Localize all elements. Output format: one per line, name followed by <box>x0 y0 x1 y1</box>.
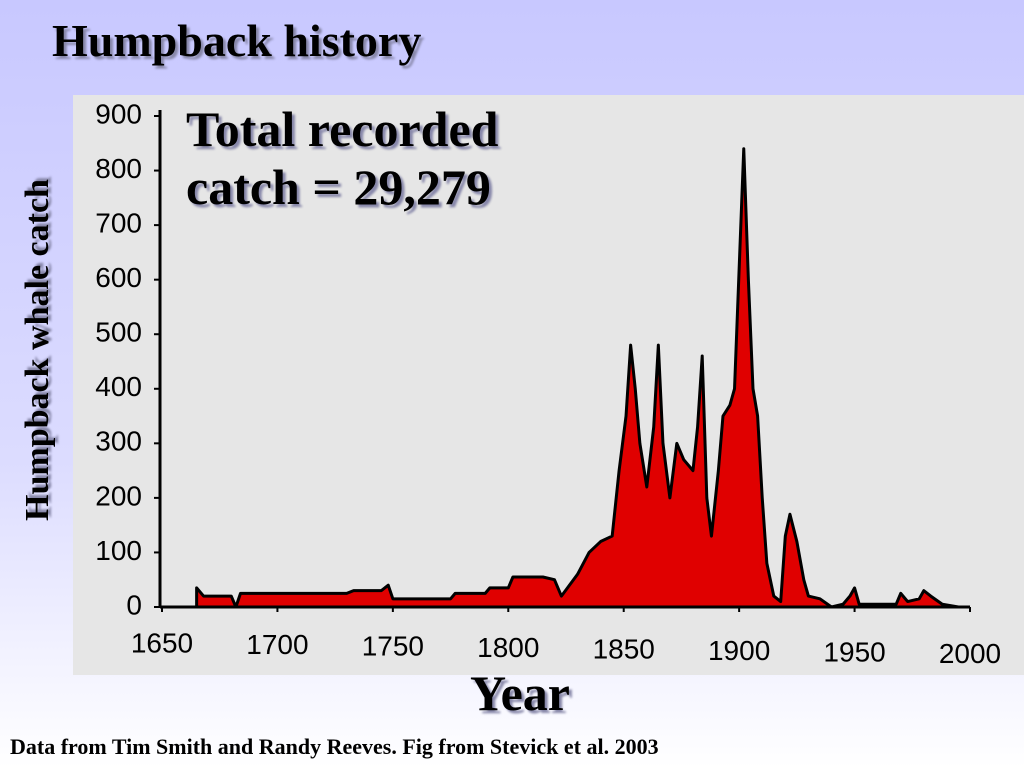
y-tick-label: 800 <box>95 153 142 184</box>
annotation: Total recorded catch = 29,279 <box>186 101 499 215</box>
y-tick-label: 100 <box>95 535 142 566</box>
x-tick-label: 1800 <box>477 632 539 663</box>
x-tick-label: 1900 <box>708 635 770 666</box>
y-tick-label: 500 <box>95 317 142 348</box>
x-tick-label: 1950 <box>823 636 885 667</box>
x-tick-label: 1700 <box>246 629 308 660</box>
y-tick-label: 700 <box>95 208 142 239</box>
x-tick-label: 2000 <box>939 638 1001 669</box>
y-tick-label: 600 <box>95 262 142 293</box>
y-tick-label: 900 <box>95 98 142 129</box>
title: Humpback history <box>52 15 422 66</box>
x-axis-label: Year <box>470 665 570 721</box>
area <box>195 147 960 609</box>
y-axis-label: Humpback whale catch <box>19 179 56 521</box>
y-tick-label: 0 <box>126 589 142 620</box>
y-tick-label: 400 <box>95 371 142 402</box>
x-tick-label: 1750 <box>362 630 424 661</box>
x-tick-label: 1650 <box>131 627 193 658</box>
caption: Data from Tim Smith and Randy Reeves. Fi… <box>10 734 659 759</box>
y-tick-label: 200 <box>95 480 142 511</box>
y-tick-label: 300 <box>95 426 142 457</box>
x-tick-label: 1850 <box>593 633 655 664</box>
